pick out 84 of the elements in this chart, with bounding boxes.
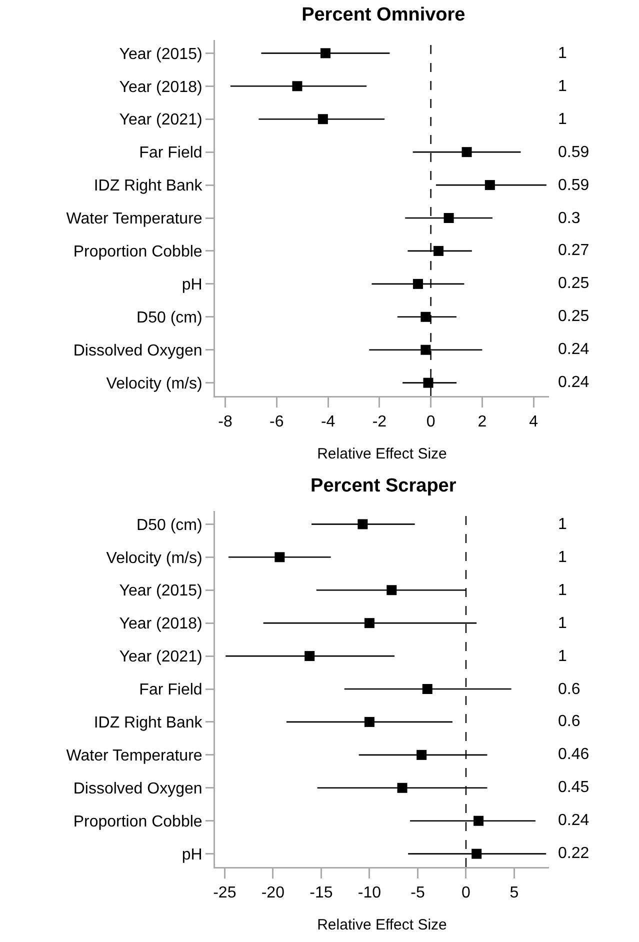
point	[292, 81, 302, 92]
x-tick-label: 0	[462, 884, 471, 902]
text: 0.24	[558, 374, 590, 391]
text: 0.45	[558, 779, 590, 796]
text: 0.59	[558, 177, 590, 194]
x-tick-label: 0	[426, 414, 436, 431]
point	[472, 848, 482, 859]
y-tick-label: Year (2018)	[119, 616, 202, 633]
chart-title: Percent Omnivore	[302, 4, 466, 26]
point	[420, 312, 431, 322]
point	[462, 147, 472, 158]
x-tick-label: -4	[320, 414, 336, 431]
text: 0.3	[558, 210, 580, 227]
x-axis-title: Relative Effect Size	[317, 916, 447, 934]
point	[474, 816, 484, 826]
text: 1	[558, 582, 567, 599]
y-tick-label: Year (2021)	[119, 648, 202, 666]
x-tick-label: -15	[310, 884, 333, 902]
point	[386, 585, 397, 596]
y-tick-label: IDZ Right Bank	[94, 714, 204, 732]
point	[274, 552, 285, 562]
y-tick-label: pH	[182, 276, 202, 294]
point	[304, 651, 315, 662]
point	[318, 114, 328, 124]
text: 1	[558, 111, 567, 128]
y-tick-label: Far Field	[139, 144, 202, 162]
text: 1	[558, 615, 567, 632]
chart-title: Percent Scraper	[310, 475, 457, 496]
point	[422, 684, 432, 694]
text: 1	[558, 648, 567, 665]
y-tick-label: IDZ Right Bank	[94, 178, 204, 195]
point	[364, 716, 374, 727]
y-tick-label: Velocity (m/s)	[106, 375, 202, 392]
y-tick-label: Year (2021)	[119, 112, 202, 129]
x-tick-label: -5	[410, 884, 425, 902]
y-tick-label: Water Temperature	[66, 748, 202, 765]
text: 0.27	[558, 242, 590, 259]
point	[358, 519, 368, 530]
point	[412, 278, 423, 289]
y-tick-label: Year (2018)	[119, 78, 202, 96]
y-tick-label: Far Field	[139, 682, 202, 699]
x-tick-label: -20	[261, 884, 285, 902]
point	[444, 213, 454, 223]
text: 1	[558, 549, 567, 566]
y-tick-label: Dissolved Oxygen	[73, 780, 202, 798]
y-tick-label: Proportion Cobble	[73, 244, 202, 261]
y-tick-label: D50 (cm)	[136, 516, 202, 534]
point	[484, 180, 495, 190]
y-tick-label: Dissolved Oxygen	[73, 342, 202, 360]
x-tick-label: -2	[372, 414, 387, 431]
x-tick-label: -10	[358, 884, 382, 902]
text: 0.59	[558, 144, 590, 161]
text: 0.24	[558, 812, 590, 829]
text: 0.6	[558, 713, 580, 730]
text: 0.25	[558, 308, 590, 325]
text: 0.46	[558, 746, 590, 763]
point	[364, 618, 374, 628]
y-tick-label: Proportion Cobble	[73, 813, 202, 830]
x-tick-label: -25	[213, 884, 236, 902]
text: 0.6	[558, 681, 580, 698]
y-tick-label: Year (2015)	[119, 46, 202, 63]
y-tick-label: Velocity (m/s)	[106, 550, 202, 567]
text: 1	[558, 45, 567, 62]
point	[434, 246, 444, 256]
text: 0.25	[558, 275, 590, 292]
text: 0.22	[558, 845, 590, 862]
point	[420, 344, 431, 355]
text: 0.24	[558, 341, 590, 358]
x-tick-label: 5	[510, 884, 519, 902]
y-tick-label: pH	[182, 846, 202, 864]
point	[397, 782, 408, 793]
text: 1	[558, 516, 567, 533]
point	[416, 750, 427, 760]
text: 1	[558, 78, 567, 95]
point	[423, 378, 434, 388]
x-tick-label: 2	[478, 414, 487, 431]
x-tick-label: -6	[270, 414, 284, 431]
y-tick-label: Year (2015)	[119, 582, 202, 600]
x-tick-label: 4	[529, 414, 538, 431]
x-axis-title: Relative Effect Size	[317, 445, 447, 462]
y-tick-label: D50 (cm)	[136, 309, 202, 326]
point	[320, 48, 330, 58]
x-tick-label: -8	[218, 414, 232, 431]
y-tick-label: Water Temperature	[66, 210, 202, 228]
